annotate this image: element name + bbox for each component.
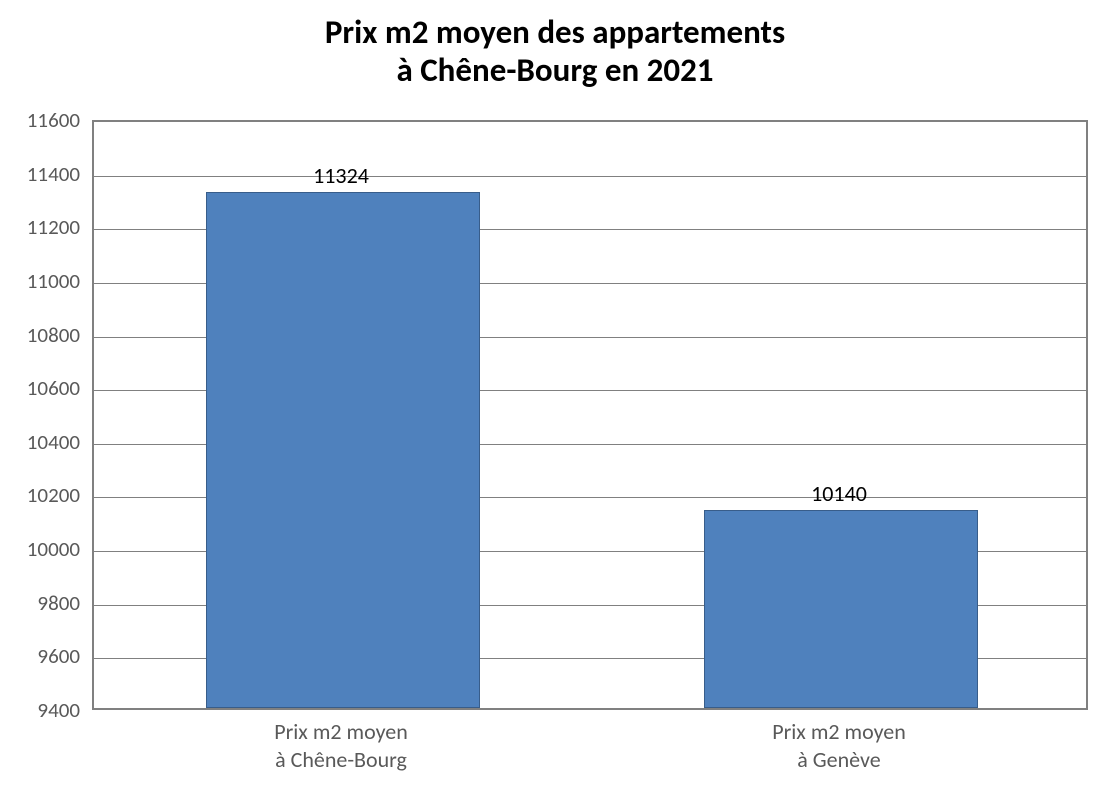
y-tick-label: 9400 <box>0 697 80 723</box>
y-tick-label: 10200 <box>0 482 80 508</box>
chart-container: Prix m2 moyen des appartements à Chêne-B… <box>0 0 1110 789</box>
y-tick-label: 11600 <box>0 107 80 133</box>
y-tick-label: 11400 <box>0 161 80 187</box>
bar <box>704 510 978 708</box>
x-category-label: Prix m2 moyen à Chêne-Bourg <box>274 718 408 773</box>
bar-value-label: 10140 <box>811 480 867 507</box>
chart-title: Prix m2 moyen des appartements à Chêne-B… <box>0 0 1110 90</box>
bar-value-label: 11324 <box>313 162 369 189</box>
y-tick-label: 10600 <box>0 375 80 401</box>
bar <box>206 192 480 708</box>
x-category-label: Prix m2 moyen à Genève <box>772 718 906 773</box>
y-tick-label: 9800 <box>0 590 80 616</box>
chart-title-line1: Prix m2 moyen des appartements <box>0 14 1110 52</box>
y-tick-label: 9600 <box>0 643 80 669</box>
gridline <box>94 176 1086 177</box>
y-tick-label: 10800 <box>0 322 80 348</box>
y-tick-label: 10000 <box>0 536 80 562</box>
chart-title-line2: à Chêne-Bourg en 2021 <box>0 52 1110 90</box>
y-tick-label: 11200 <box>0 214 80 240</box>
y-tick-label: 11000 <box>0 268 80 294</box>
plot-area <box>92 120 1088 710</box>
y-tick-label: 10400 <box>0 429 80 455</box>
